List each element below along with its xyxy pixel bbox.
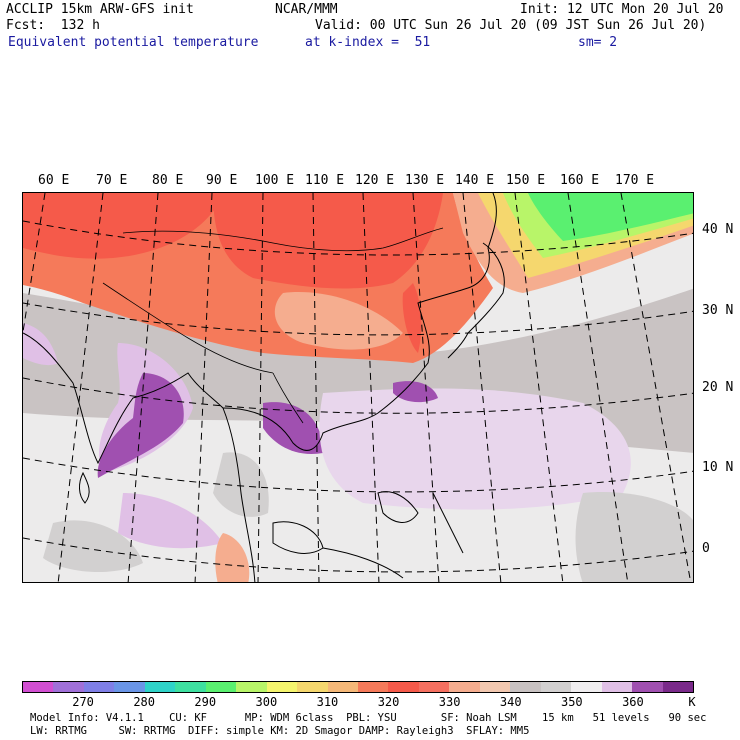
colorbar-swatch [388, 682, 419, 692]
lon-label: 130 E [405, 173, 445, 188]
lon-label: 110 E [305, 173, 345, 188]
colorbar-swatch [479, 682, 511, 692]
colorbar-swatch [53, 682, 84, 692]
colorbar-swatch [418, 682, 450, 692]
colorbar-swatch [144, 682, 176, 692]
organization-label: NCAR/MMM [275, 2, 338, 17]
colorbar-label: 350 [560, 695, 583, 709]
colorbar-swatch [23, 682, 54, 692]
level-index: at k-index = 51 [305, 35, 431, 50]
lon-label: 60 E [38, 173, 70, 188]
colorbar-label: 290 [194, 695, 217, 709]
sumatra-warm [215, 533, 250, 582]
lon-label: 80 E [152, 173, 184, 188]
indochina-purple [263, 402, 323, 454]
coastlines [23, 193, 505, 582]
lat-label: 10 N [702, 460, 734, 475]
theta-e-map [22, 192, 694, 583]
lat-label: 30 N [702, 303, 734, 318]
colorbar-label: 320 [377, 695, 400, 709]
valid-time: Valid: 00 UTC Sun 26 Jul 20 (09 JST Sun … [315, 18, 707, 33]
colorbar-swatch [662, 682, 693, 692]
colorbar [22, 681, 694, 693]
colorbar-swatch [540, 682, 572, 692]
lat-label: 0 [702, 541, 710, 556]
west-pacific-lilac [319, 388, 631, 510]
colorbar-swatch [449, 682, 480, 692]
bay-of-bengal-purple [97, 373, 184, 478]
colorbar-swatch [266, 682, 298, 692]
colorbar-label: 360 [622, 695, 644, 709]
lon-label: 140 E [455, 173, 495, 188]
init-time: Init: 12 UTC Mon 20 Jul 20 [520, 2, 724, 17]
colorbar-label: 280 [133, 695, 156, 709]
colorbar-label: 270 [72, 695, 94, 709]
colorbar-swatch [114, 682, 145, 692]
colorbar-swatch [83, 682, 115, 692]
warm-core-east [213, 193, 443, 289]
field-name: Equivalent potential temperature [8, 35, 259, 50]
lon-label: 150 E [506, 173, 546, 188]
colorbar-swatch [510, 682, 541, 692]
lon-label: 170 E [615, 173, 655, 188]
warm-core-west [23, 193, 223, 259]
colorbar-swatch [327, 682, 358, 692]
indochina-gray [213, 452, 269, 517]
forecast-hour: Fcst: 132 h [6, 18, 100, 33]
colorbar-swatch [632, 682, 663, 692]
lat-label: 20 N [702, 380, 734, 395]
model-title: ACCLIP 15km ARW-GFS init [6, 2, 194, 17]
colorbar-label: 310 [316, 695, 339, 709]
colorbar-swatch [205, 682, 237, 692]
colorbar-label: 340 [499, 695, 522, 709]
map-canvas [23, 193, 693, 582]
lon-label: 120 E [355, 173, 395, 188]
southeast-gray [575, 492, 693, 582]
graticule [23, 193, 693, 582]
lon-label: 100 E [255, 173, 295, 188]
colorbar-swatch [236, 682, 267, 692]
colorbar-label: 300 [255, 695, 278, 709]
lon-label: 160 E [560, 173, 600, 188]
equatorial-gray [43, 520, 143, 573]
colorbar-swatch [571, 682, 602, 692]
model-info-line: Model Info: V4.1.1 CU: KF MP: WDM 6class… [30, 712, 707, 724]
colorbar-label: K [688, 695, 696, 709]
colorbar-swatch [601, 682, 633, 692]
colorbar-label: 330 [438, 695, 461, 709]
colorbar-swatch [297, 682, 328, 692]
physics-info-line: LW: RRTMG SW: RRTMG DIFF: simple KM: 2D … [30, 725, 530, 737]
lon-label: 90 E [206, 173, 238, 188]
northeast-band-green [528, 193, 693, 241]
lon-label: 70 E [96, 173, 128, 188]
lat-label: 40 N [702, 222, 734, 237]
colorbar-swatch [357, 682, 389, 692]
colorbar-swatch [175, 682, 206, 692]
smoothing-label: sm= 2 [578, 35, 618, 50]
arabian-sea-lilac [23, 323, 58, 366]
korea-warm-patch [402, 283, 422, 353]
